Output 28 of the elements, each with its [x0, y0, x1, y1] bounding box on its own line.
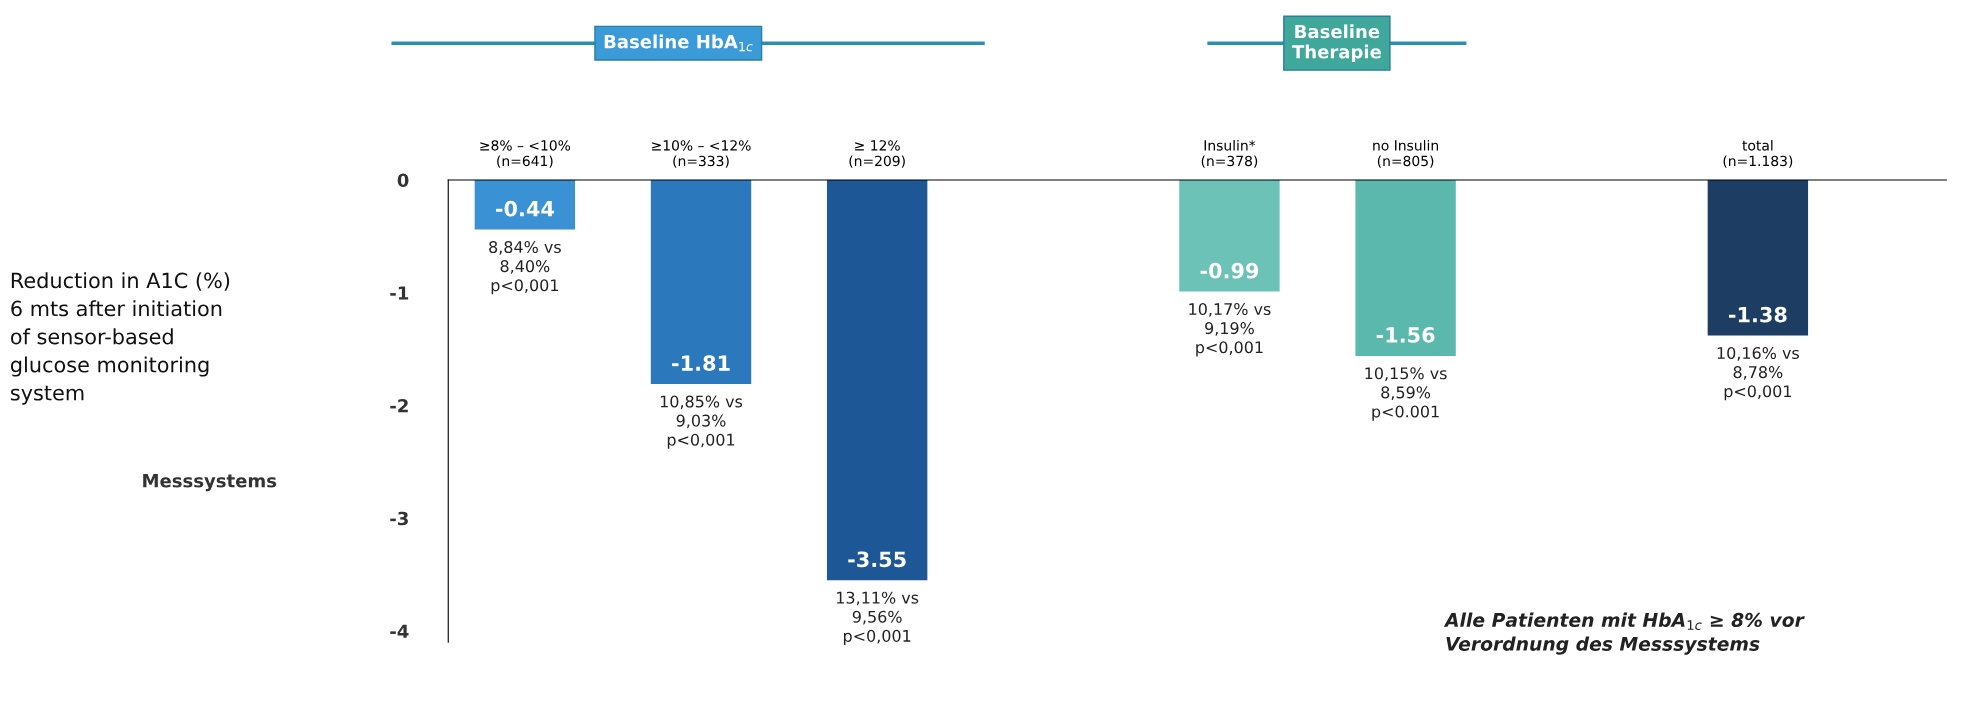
y-tick-label: 0: [397, 173, 409, 188]
text: Baseline Therapie: [1292, 24, 1381, 63]
data-label: -3.55: [848, 551, 906, 568]
text: Messsystems: [143, 474, 277, 492]
annotation: 10,15% vs 8,59% p<0.001: [1365, 367, 1447, 421]
y-tick-label: -1: [390, 286, 409, 300]
data-label: -0.99: [1200, 262, 1259, 279]
text: Reduction in A1C (%) 6 mts after initiation of sensor-based glucose monitoring system: [10, 272, 230, 405]
x-tick-label: ≥10% – <12% (n=333): [652, 140, 751, 168]
x-tick-label: no Insulin (n=805): [1373, 139, 1438, 168]
annotation: 13,11% vs 9,56% p<0,001: [837, 591, 919, 645]
x-tick-label: Insulin* (n=378): [1201, 139, 1258, 168]
annotation: 10,16% vs 8,78% p<0,001: [1717, 346, 1799, 401]
y-tick-label: -4: [390, 624, 409, 638]
text: Baseline HbA$_{1c}$: [604, 34, 753, 52]
x-tick-label: ≥ 12% (n=209): [849, 140, 905, 168]
data-label: -1.81: [672, 355, 730, 372]
data-label: -1.38: [1728, 306, 1787, 323]
x-tick-label: total (n=1.183): [1723, 139, 1793, 168]
annotation: 8,84% vs 8,40% p<0,001: [489, 241, 561, 295]
y-tick-label: -3: [390, 511, 408, 526]
annotation: Alle Patienten mit HbA$_{1c}$ ≥ 8% vor Verordnung des Messsystems: [1443, 612, 1805, 655]
y-tick-label: -2: [390, 398, 408, 413]
x-tick-label: ≥8% – <10% (n=641): [480, 140, 571, 168]
data-label: -1.56: [1376, 327, 1435, 343]
annotation: 10,85% vs 9,03% p<0,001: [660, 395, 743, 449]
data-label: -0.44: [495, 200, 554, 217]
annotation: 10,17% vs 9,19% p<0,001: [1189, 303, 1271, 357]
